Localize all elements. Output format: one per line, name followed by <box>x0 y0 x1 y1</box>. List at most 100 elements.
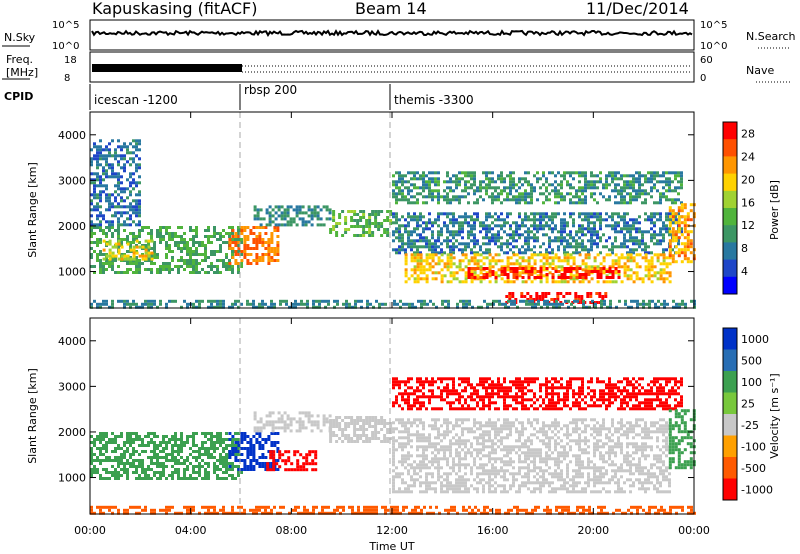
time-tick-label: 00:00 <box>678 524 710 537</box>
nsky-tick-bottom: 10^0 <box>52 41 79 52</box>
beam-label: Beam 14 <box>355 0 427 18</box>
velocity-region-6 <box>90 505 696 515</box>
range-tick-label: 2000 <box>58 426 86 439</box>
colorbar-swatch <box>723 173 737 192</box>
nsky-tick-top: 10^5 <box>52 20 79 31</box>
velocity-heatmap <box>90 377 696 515</box>
freq-panel: Freq. [MHz] 18 8 60 0 Nave <box>2 51 790 84</box>
colorbar-tick-label: 100 <box>741 376 762 389</box>
velocity-panel: 1000 2000 3000 4000 Slant Range [km] 1000 50… <box>26 317 781 515</box>
colorbar-swatch <box>723 328 737 350</box>
date-label: 11/Dec/2014 <box>586 0 689 18</box>
time-tick-label: 08:00 <box>275 524 307 537</box>
colorbar-swatch <box>723 225 737 243</box>
colorbar-tick-label: -100 <box>741 440 766 453</box>
colorbar-swatch <box>723 349 737 372</box>
colorbar-swatch <box>723 435 737 458</box>
power-region-1 <box>102 239 154 261</box>
nave-label: Nave <box>746 64 774 77</box>
range-tick-label: 1000 <box>58 266 86 279</box>
time-axis: 00:00 04:00 08:00 12:00 16:00 20:00 00:00 <box>74 112 710 537</box>
time-tick-label: 16:00 <box>477 524 509 537</box>
range-tick-label: 1000 <box>58 472 86 485</box>
power-heatmap <box>90 139 696 309</box>
colorbar-tick-label: -500 <box>741 462 766 475</box>
cpid-label: CPID <box>4 90 33 103</box>
colorbar-swatch <box>723 190 737 209</box>
velocity-region-0 <box>90 432 243 480</box>
power-region-9 <box>392 171 683 205</box>
time-tick-label: 12:00 <box>376 524 408 537</box>
velocity-ylabel: Slant Range [km] <box>26 368 39 464</box>
station-title: Kapuskasing (fitACF) <box>92 0 257 18</box>
colorbar-swatch <box>723 478 737 501</box>
nsearch-label: N.Search <box>746 30 796 43</box>
colorbar-tick-label: -1000 <box>741 483 773 496</box>
time-tick-label: 00:00 <box>74 524 106 537</box>
time-tick-label: 20:00 <box>577 524 609 537</box>
colorbar-swatch <box>723 259 737 278</box>
colorbar-swatch <box>723 139 737 157</box>
velocity-region-2 <box>253 411 332 433</box>
colorbar-tick-label: 28 <box>741 127 755 140</box>
power-region-12 <box>668 203 696 264</box>
nsearch-tick-bottom: 10^0 <box>700 41 727 52</box>
colorbar-tick-label: 16 <box>741 196 755 209</box>
power-ylabel: Slant Range [km] <box>26 162 39 258</box>
nsky-panel: N.Sky 10^5 10^0 10^5 10^0 N.Search <box>2 19 796 52</box>
power-colorbar-label: Power [dB] <box>768 180 781 240</box>
cpid-segment-rbsp: rbsp 200 <box>244 83 297 97</box>
range-tick-label: 3000 <box>58 380 86 393</box>
colorbar-swatch <box>723 371 737 393</box>
colorbar-swatch <box>723 457 737 479</box>
colorbar-tick-label: 12 <box>741 219 755 232</box>
colorbar-tick-label: 1000 <box>741 333 769 346</box>
colorbar-tick-label: 500 <box>741 354 762 367</box>
freq-label: Freq. <box>6 53 33 66</box>
nsky-label: N.Sky <box>4 31 36 44</box>
power-region-3 <box>253 205 332 227</box>
velocity-colorbar: 1000 500 100 25 -25 -100 -500 -1000 <box>722 327 773 501</box>
colorbar-swatch <box>723 276 737 295</box>
velocity-colorbar-label: Velocity [m s⁻¹] <box>768 373 781 458</box>
colorbar-swatch <box>723 242 737 261</box>
range-tick-label: 2000 <box>58 220 86 233</box>
colorbar-swatch <box>723 156 737 175</box>
colorbar-tick-label: -25 <box>741 419 759 432</box>
nsearch-tick-top: 10^5 <box>700 20 727 31</box>
colorbar-tick-label: 8 <box>741 242 748 255</box>
nave-tick-bottom: 0 <box>700 73 706 84</box>
velocity-region-5 <box>392 377 683 411</box>
power-region-5 <box>392 212 683 255</box>
range-tick-label: 4000 <box>58 335 86 348</box>
colorbar-tick-label: 24 <box>741 150 755 163</box>
colorbar-swatch <box>723 208 737 226</box>
freq-tick-bottom: 8 <box>64 73 70 84</box>
velocity-region-3 <box>329 416 393 443</box>
colorbar-tick-label: 20 <box>741 173 755 186</box>
nsky-trace <box>91 29 693 37</box>
power-panel: 1000 2000 3000 4000 Slant Range [km] 4 8 12 16… <box>26 111 781 309</box>
colorbar-swatch <box>723 122 737 140</box>
range-tick-label: 3000 <box>58 174 86 187</box>
range-tick-label: 4000 <box>58 129 86 142</box>
cpid-segment-icescan: icescan -1200 <box>94 93 178 107</box>
time-tick-label: 04:00 <box>175 524 207 537</box>
power-region-7 <box>467 267 621 279</box>
freq-unit: [MHz] <box>6 66 38 79</box>
colorbar-swatch <box>723 414 737 436</box>
colorbar-tick-label: 25 <box>741 397 755 410</box>
power-region-6 <box>404 253 672 284</box>
nave-tick-top: 60 <box>700 55 713 66</box>
freq-trace <box>92 64 242 72</box>
freq-tick-top: 18 <box>64 55 77 66</box>
velocity-region-7 <box>266 450 318 472</box>
power-region-11 <box>90 139 141 227</box>
colorbar-swatch <box>723 392 737 415</box>
cpid-segment-themis: themis -3300 <box>394 93 474 107</box>
power-region-4 <box>329 210 393 237</box>
velocity-region-4 <box>392 418 671 494</box>
xaxis-label: Time UT <box>368 540 414 553</box>
power-region-2 <box>228 226 280 265</box>
